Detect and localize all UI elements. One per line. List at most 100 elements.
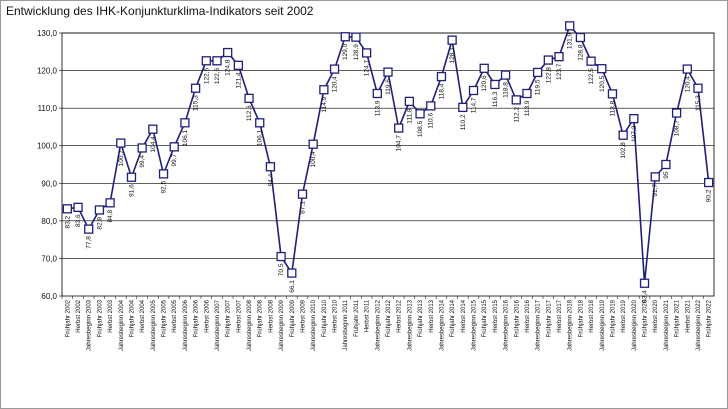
data-point [436, 71, 447, 82]
data-label: 84,8 [107, 209, 114, 222]
x-tick-label: Frühjahr 2005 [162, 299, 168, 337]
data-label: 104,7 [396, 135, 403, 152]
data-label: 87,1 [299, 201, 306, 214]
data-point [308, 139, 318, 149]
x-tick-label: Herbst 2004 [140, 299, 146, 332]
data-label: 100,4 [310, 151, 317, 168]
data-point [565, 21, 575, 31]
y-tick-label: 90,0 [41, 179, 57, 188]
data-point [169, 142, 179, 152]
data-label: 82,9 [96, 217, 103, 230]
data-label: 110,6 [428, 113, 435, 129]
data-label: 115,3 [193, 95, 200, 111]
x-tick-label: Jahresbeginn 2021 [664, 299, 670, 351]
data-point [116, 138, 126, 148]
data-label: 92,5 [161, 181, 168, 194]
data-label: 107,2 [631, 125, 638, 142]
x-tick-label: Jahresbeginn 2015 [472, 299, 478, 351]
x-tick-label: Frühjahr 2014 [450, 299, 456, 337]
data-point [618, 130, 628, 140]
data-label: 111,8 [406, 108, 413, 124]
x-tick-label: Jahresbeginn 2019 [600, 299, 606, 351]
data-point [394, 123, 404, 133]
x-tick-label: Herbst 2017 [557, 299, 563, 332]
x-tick-label: Frühjahr 2022 [707, 299, 713, 337]
data-label: 124,7 [364, 60, 371, 77]
data-point [554, 52, 564, 62]
x-tick-label: Jahresbeginn 2020 [632, 299, 638, 351]
data-point [682, 64, 692, 74]
x-tick-label: Herbst 2002 [76, 299, 82, 332]
x-tick-label: Jahresbeginn 2003 [87, 299, 93, 351]
data-point [447, 35, 457, 45]
data-point [244, 93, 254, 104]
data-label: 129,0 [342, 43, 349, 60]
x-tick-label: Herbst 2018 [589, 299, 595, 332]
x-tick-label: Frühjahr 2021 [675, 299, 681, 337]
data-point [84, 224, 94, 234]
data-label: 99,7 [171, 153, 178, 166]
data-label: 121,4 [235, 72, 242, 89]
data-point [201, 56, 211, 66]
data-point [233, 60, 244, 70]
y-tick-label: 130,0 [37, 29, 58, 38]
x-tick-label: Jahresbeginn 2007 [215, 299, 221, 351]
data-label: 100,7 [118, 150, 125, 167]
data-point [511, 95, 521, 105]
data-point [340, 32, 350, 42]
x-tick-label: Herbst 2014 [461, 299, 467, 332]
data-point [597, 64, 607, 74]
x-tick-label: Herbst 2019 [621, 299, 627, 332]
x-tick-label: Jahresbeginn 2008 [247, 299, 253, 351]
data-point [372, 88, 382, 99]
y-tick-label: 110,0 [38, 104, 58, 113]
data-point [404, 96, 415, 107]
x-tick-label: Herbst 2021 [685, 299, 691, 332]
x-tick-label: Frühjahr 2017 [546, 299, 552, 337]
data-point [479, 63, 489, 73]
y-tick-label: 120,0 [37, 67, 58, 76]
data-point [265, 162, 276, 172]
data-label: 122,6 [203, 67, 210, 84]
data-point [361, 48, 372, 58]
data-label: 124,8 [225, 59, 232, 76]
x-tick-label: Frühjahr 2018 [578, 299, 584, 337]
y-tick-label: 70,0 [41, 254, 57, 263]
data-label: 70,5 [278, 263, 285, 276]
data-point [586, 56, 596, 66]
x-tick-label: Frühjahr 2004 [129, 299, 135, 337]
data-point [650, 172, 660, 182]
data-label: 104,4 [150, 136, 157, 153]
data-point [287, 268, 297, 278]
data-label: 114,7 [471, 97, 478, 113]
y-tick-label: 80,0 [41, 217, 57, 226]
data-label: 113,9 [524, 100, 531, 116]
data-point [62, 204, 72, 214]
x-tick-label: Jahresbeginn 2013 [407, 299, 413, 351]
data-point [522, 88, 532, 99]
data-label: 120,5 [599, 75, 606, 92]
x-tick-label: Frühjahr 2003 [97, 299, 103, 337]
x-tick-label: Jahresbeginn 2005 [151, 299, 157, 351]
x-tick-label: Herbst 2009 [300, 299, 306, 332]
data-label: 119,5 [535, 79, 542, 95]
data-point [190, 83, 201, 93]
x-tick-label: Frühjahr 2010 [322, 299, 328, 337]
data-label: 108,5 [417, 120, 424, 137]
data-point [255, 118, 265, 128]
data-label: 66,1 [289, 280, 296, 293]
data-label: 118,4 [438, 83, 445, 99]
data-point [458, 102, 468, 113]
data-point [223, 47, 233, 58]
x-tick-label: Frühjahr 2007 [226, 299, 232, 337]
data-label: 77,8 [86, 236, 93, 249]
x-tick-label: Frühjahr 2012 [386, 299, 392, 337]
x-tick-label: Jahresbeginn 2016 [504, 299, 510, 351]
x-tick-label: Herbst 2011 [365, 299, 371, 332]
x-tick-label: Herbst 2005 [172, 299, 178, 332]
data-point [158, 169, 169, 179]
x-tick-label: Frühjahr 2015 [482, 299, 488, 337]
series-line [67, 24, 710, 284]
x-tick-label: Jahresbeginn 2011 [343, 299, 349, 350]
data-label: 90,2 [706, 189, 713, 202]
